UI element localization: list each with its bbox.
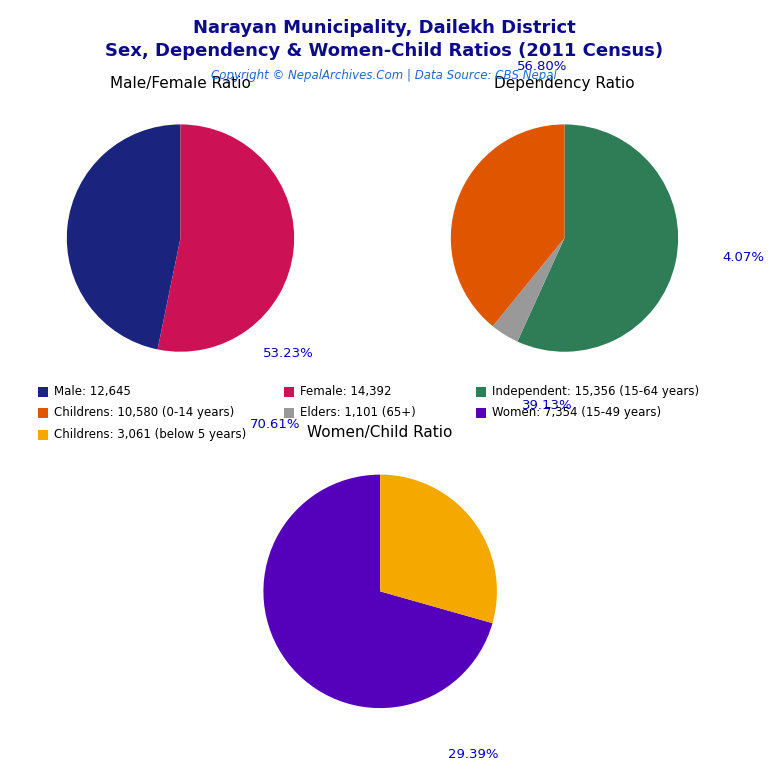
Text: Independent: 15,356 (15-64 years): Independent: 15,356 (15-64 years) [492, 385, 699, 398]
Wedge shape [493, 238, 564, 342]
Title: Male/Female Ratio: Male/Female Ratio [110, 76, 251, 91]
Title: Women/Child Ratio: Women/Child Ratio [307, 425, 453, 440]
Wedge shape [157, 124, 294, 352]
Text: Childrens: 3,061 (below 5 years): Childrens: 3,061 (below 5 years) [54, 428, 246, 441]
Text: Copyright © NepalArchives.Com | Data Source: CBS Nepal: Copyright © NepalArchives.Com | Data Sou… [211, 69, 557, 82]
Wedge shape [67, 124, 180, 349]
Text: Childrens: 10,580 (0-14 years): Childrens: 10,580 (0-14 years) [54, 406, 234, 419]
Wedge shape [263, 475, 492, 708]
Text: 29.39%: 29.39% [449, 748, 498, 761]
Text: Narayan Municipality, Dailekh District: Narayan Municipality, Dailekh District [193, 19, 575, 37]
Wedge shape [518, 124, 678, 352]
Text: Elders: 1,101 (65+): Elders: 1,101 (65+) [300, 406, 415, 419]
Text: 70.61%: 70.61% [250, 418, 300, 431]
Wedge shape [380, 475, 497, 623]
Text: Female: 14,392: Female: 14,392 [300, 385, 391, 398]
Text: 56.80%: 56.80% [517, 61, 567, 74]
Wedge shape [451, 124, 564, 326]
Text: 39.13%: 39.13% [522, 399, 573, 412]
Text: Women: 7,354 (15-49 years): Women: 7,354 (15-49 years) [492, 406, 660, 419]
Text: 4.07%: 4.07% [723, 251, 764, 264]
Text: Sex, Dependency & Women-Child Ratios (2011 Census): Sex, Dependency & Women-Child Ratios (20… [105, 42, 663, 60]
Title: Dependency Ratio: Dependency Ratio [494, 76, 635, 91]
Text: Male: 12,645: Male: 12,645 [54, 385, 131, 398]
Text: 53.23%: 53.23% [263, 347, 314, 360]
